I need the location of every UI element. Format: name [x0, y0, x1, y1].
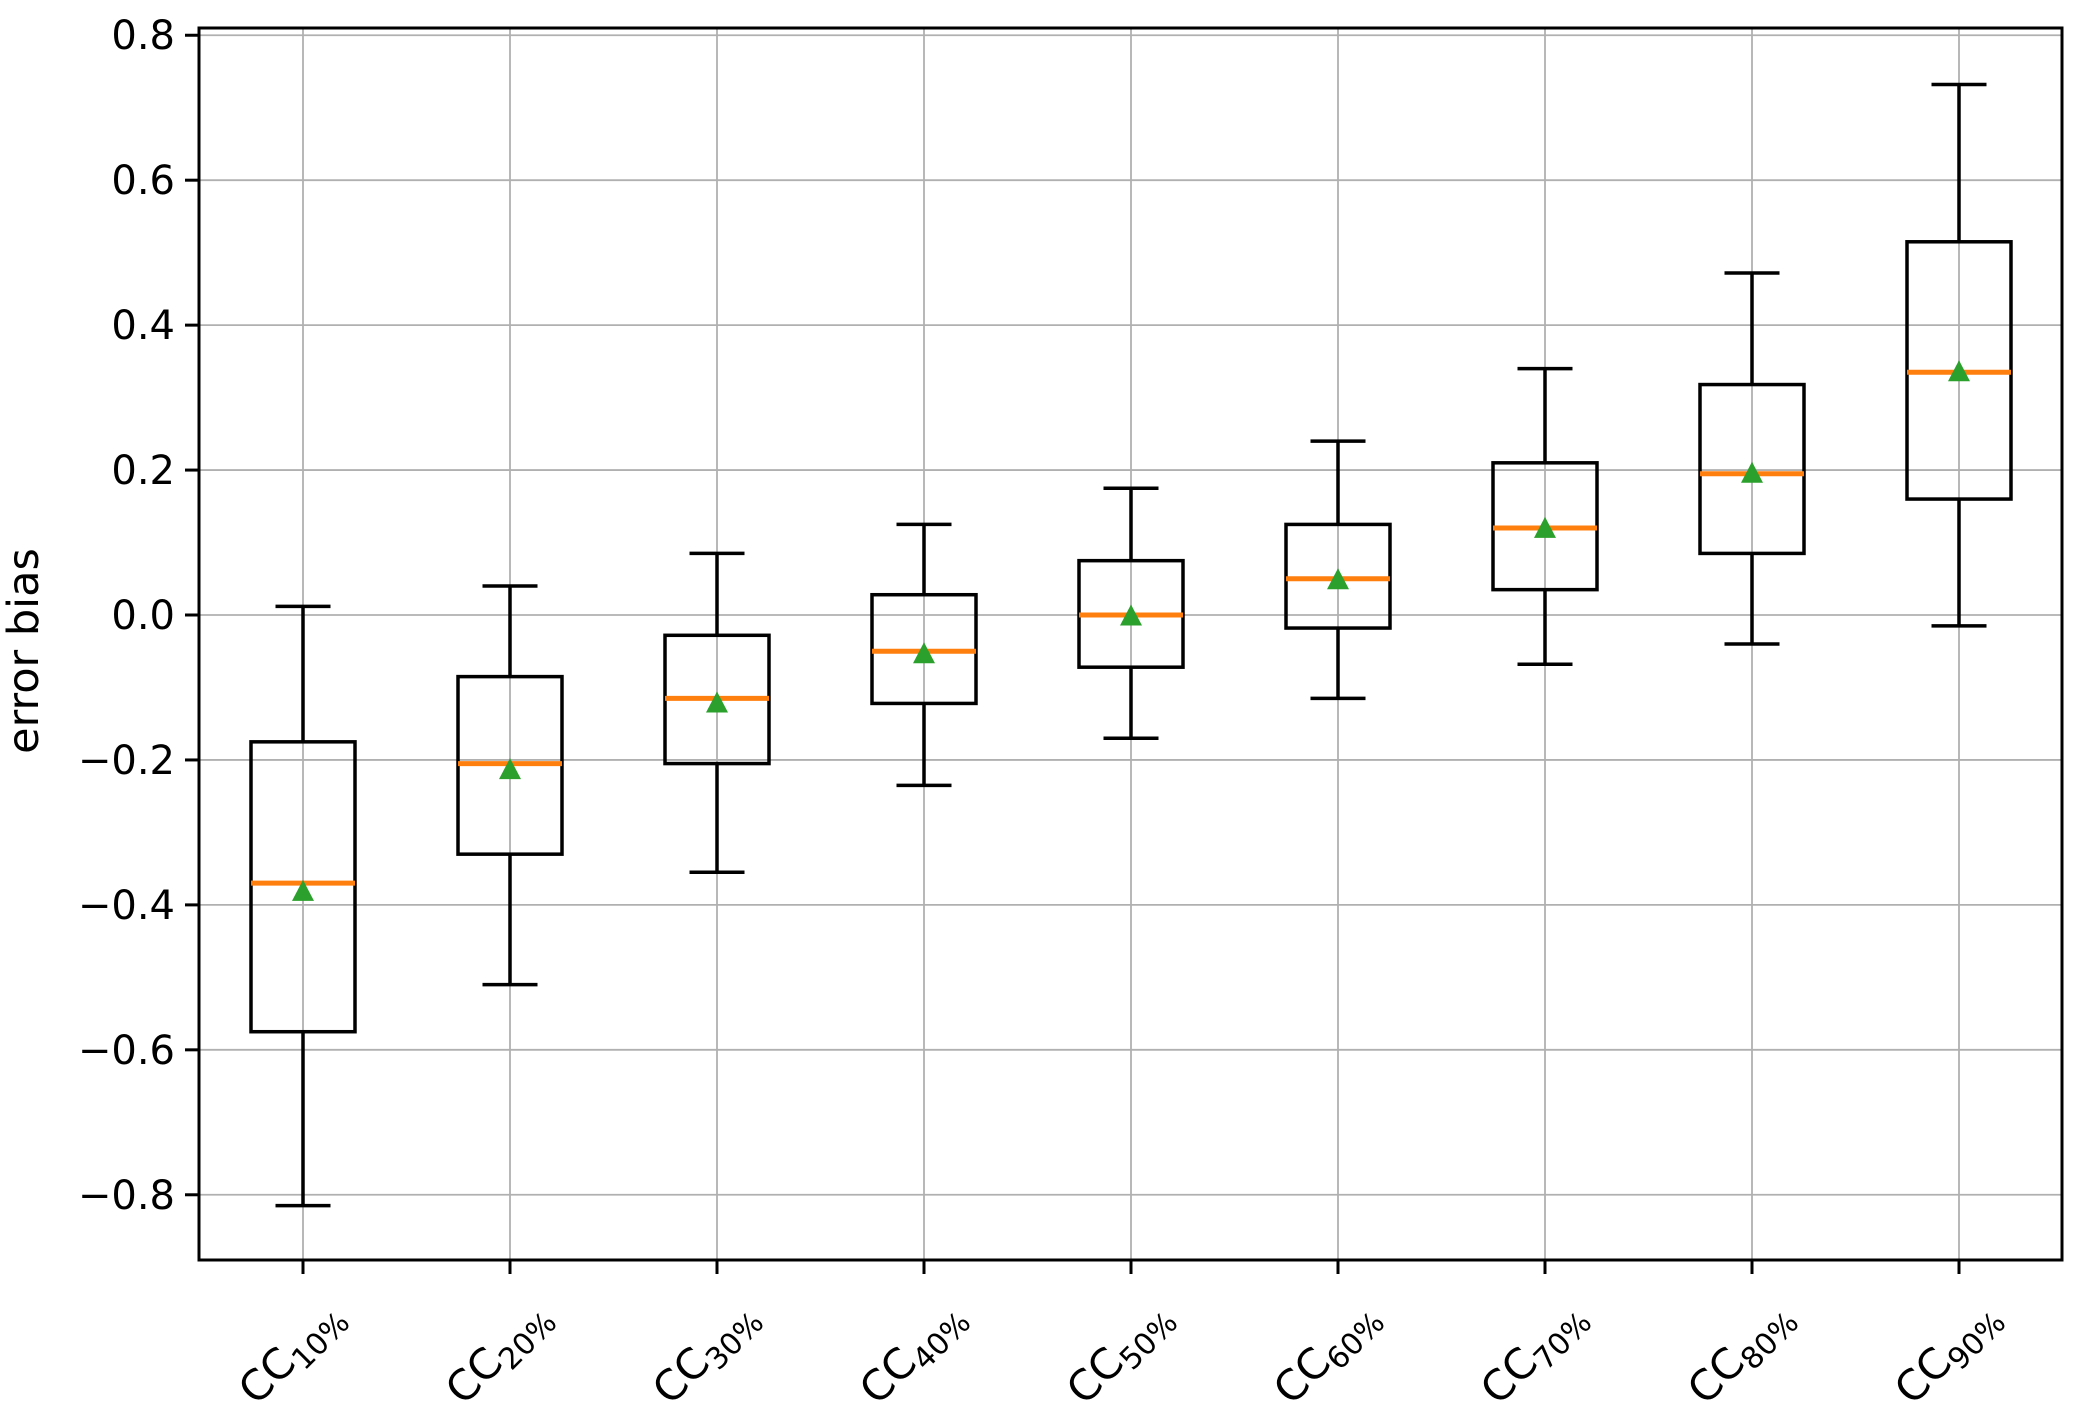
y-tick-label: −0.6	[78, 1028, 175, 1074]
box-rect	[1698, 382, 1806, 556]
y-tick-label: 0.4	[111, 303, 175, 349]
y-tick-label: −0.8	[78, 1173, 175, 1219]
mean-marker	[292, 879, 314, 901]
mean-marker	[1741, 461, 1763, 483]
box-rect	[1284, 522, 1392, 630]
mean-marker	[1948, 360, 1970, 382]
box-rect	[249, 740, 357, 1034]
y-tick-label: 0.8	[111, 13, 175, 59]
y-tick-label: 0.6	[111, 158, 175, 204]
mean-marker	[913, 642, 935, 664]
mean-marker	[1534, 516, 1556, 538]
y-tick-label: 0.0	[111, 593, 175, 639]
y-tick-label: −0.2	[78, 738, 175, 784]
y-tick-label: −0.4	[78, 883, 175, 929]
y-tick-label: 0.2	[111, 448, 175, 494]
mean-marker	[499, 758, 521, 780]
mean-marker	[706, 691, 728, 713]
y-axis-label: error bias	[0, 548, 49, 754]
mean-marker	[1327, 568, 1349, 590]
mean-marker	[1120, 604, 1142, 626]
